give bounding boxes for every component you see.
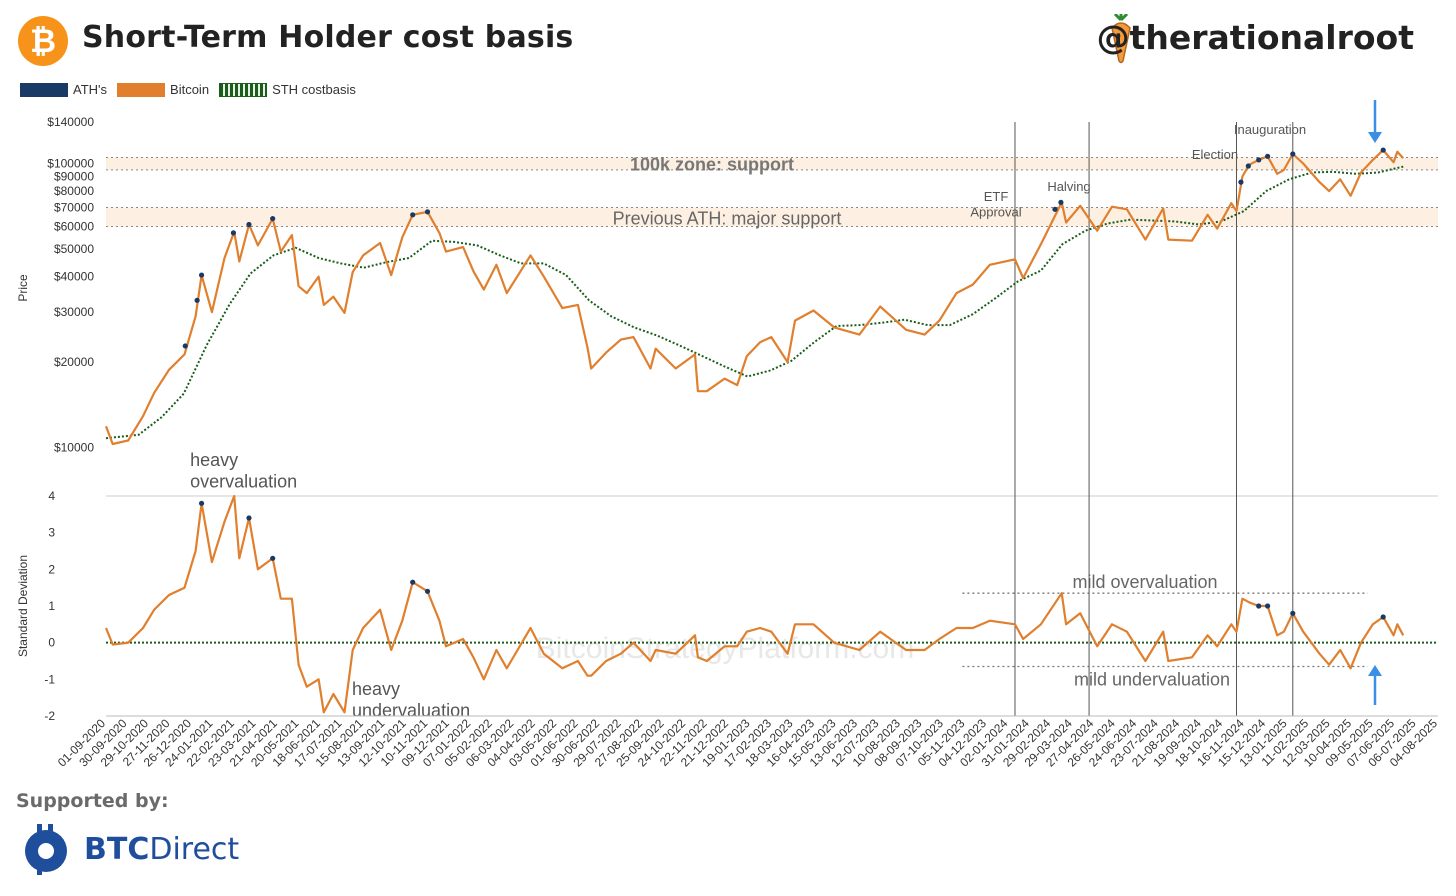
ath-point xyxy=(1256,157,1262,163)
ath-point xyxy=(194,297,200,303)
ath-point xyxy=(1052,206,1058,212)
deviation-tick-label: 1 xyxy=(48,599,55,613)
carrot-icon xyxy=(1111,14,1131,64)
deviation-tick-label: 2 xyxy=(48,562,55,576)
legend-label-sth: STH costbasis xyxy=(272,82,356,97)
sth-costbasis-line xyxy=(105,165,1404,440)
zone-band-2 xyxy=(106,207,1438,227)
ath-point-deviation xyxy=(410,579,416,585)
event-label-etf-approval-line-1: ETF xyxy=(984,189,1009,204)
zone-label-100k: 100k zone: support xyxy=(630,155,794,175)
price-tick-label: $40000 xyxy=(54,270,94,284)
legend-swatch-sth xyxy=(219,82,268,97)
supported-by-label: Supported by: xyxy=(16,790,169,812)
price-axis-label: Price xyxy=(16,274,30,302)
page-title: Short-Term Holder cost basis xyxy=(82,20,574,55)
ath-point xyxy=(1245,163,1251,169)
ath-point xyxy=(424,209,431,215)
ath-point-deviation xyxy=(1380,614,1386,620)
zone-band-1 xyxy=(106,157,1438,170)
event-label-election: Election xyxy=(1192,147,1238,162)
deviation-tick-label: -2 xyxy=(44,709,55,723)
arrow-down-icon xyxy=(1368,132,1382,143)
legend-label-ath: ATH's xyxy=(73,82,108,97)
event-label-etf-approval-line-2: Approval xyxy=(970,205,1021,220)
ath-point xyxy=(182,343,188,349)
annotation-heavy-undervaluation-line-2: undervaluation xyxy=(352,701,470,721)
legend-item-sth[interactable]: STH costbasis xyxy=(219,82,356,97)
price-tick-label: $30000 xyxy=(54,305,94,319)
deviation-tick-label: -1 xyxy=(44,672,55,686)
price-tick-label: $100000 xyxy=(47,157,94,171)
annotation-heavy-undervaluation-line-1: heavy xyxy=(352,679,400,699)
event-label-inauguration: Inauguration xyxy=(1234,122,1306,137)
mild-overvaluation-label: mild overvaluation xyxy=(1072,572,1217,592)
price-tick-label: $50000 xyxy=(54,242,94,256)
ath-point-deviation xyxy=(246,515,252,521)
legend-item-ath[interactable]: ATH's xyxy=(20,82,107,97)
price-tick-label: $20000 xyxy=(54,355,94,369)
legend-swatch-ath xyxy=(20,82,68,97)
btcdirect-icon xyxy=(25,824,67,875)
ath-point-deviation xyxy=(1265,603,1271,609)
zone-label-previous-ath: Previous ATH: major support xyxy=(613,209,842,229)
ath-point xyxy=(1238,179,1244,185)
deviation-tick-label: 4 xyxy=(48,489,55,503)
arrow-up-icon xyxy=(1368,665,1382,676)
deviation-tick-label: 3 xyxy=(48,526,55,540)
deviation-tick-label: 0 xyxy=(48,636,55,650)
ath-point-deviation xyxy=(270,555,276,561)
ath-point xyxy=(270,215,276,222)
author-handle: @therationalroot xyxy=(1096,18,1414,57)
event-label-halving: Halving xyxy=(1047,179,1090,194)
ath-point xyxy=(246,221,252,228)
price-tick-label: $80000 xyxy=(54,184,94,198)
mild-undervaluation-label: mild undervaluation xyxy=(1074,670,1230,690)
ath-point-deviation xyxy=(1256,603,1262,609)
annotation-heavy-overvaluation-line-2: overvaluation xyxy=(190,472,297,492)
sponsor-name-prefix: BTC xyxy=(84,832,150,867)
deviation-line xyxy=(104,494,1405,714)
price-tick-label: $60000 xyxy=(54,220,94,234)
price-tick-label: $70000 xyxy=(54,201,94,215)
legend-label-bitcoin: Bitcoin xyxy=(170,82,210,97)
ath-point xyxy=(1265,153,1271,159)
sponsor-name-suffix: Direct xyxy=(149,832,240,867)
deviation-axis-label: Standard Deviation xyxy=(16,555,30,657)
ath-point xyxy=(1380,147,1386,153)
chart-legend: ATH's Bitcoin STH costbasis xyxy=(20,82,356,97)
sponsor-name[interactable]: BTCDirect xyxy=(84,832,239,867)
price-tick-label: $90000 xyxy=(54,170,94,184)
legend-swatch-bitcoin xyxy=(117,82,166,97)
ath-point-deviation xyxy=(1290,610,1296,616)
ath-point xyxy=(230,230,237,236)
ath-point xyxy=(1058,199,1064,205)
legend-item-bitcoin[interactable]: Bitcoin xyxy=(117,82,209,97)
ath-point-deviation xyxy=(198,500,205,506)
bitcoin-icon: ₿ xyxy=(18,16,68,66)
ath-point xyxy=(198,272,205,278)
price-tick-label: $140000 xyxy=(47,115,94,129)
annotation-heavy-overvaluation-line-1: heavy xyxy=(190,450,238,470)
ath-point-deviation xyxy=(424,588,431,594)
ath-point xyxy=(410,212,416,218)
price-tick-label: $10000 xyxy=(54,441,94,455)
bitcoin-price-line xyxy=(104,149,1405,446)
ath-point xyxy=(1290,151,1296,157)
